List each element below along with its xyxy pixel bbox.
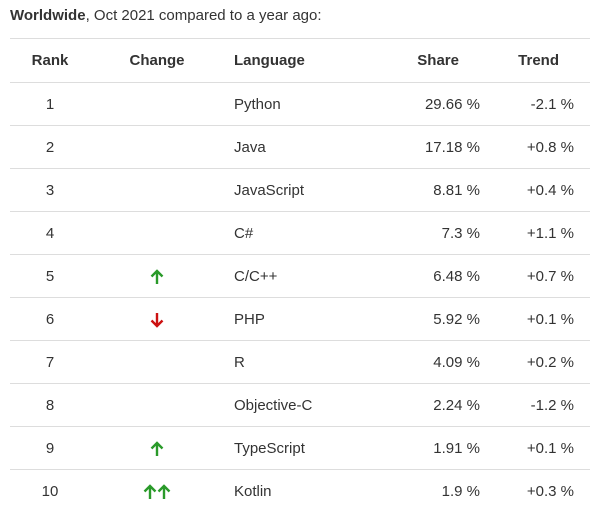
change-cell [90,168,224,212]
header-row: Rank Change Language Share Trend [10,38,590,83]
table-row: 9 TypeScript 1.91 % +0.1 % [10,426,590,470]
trend-cell: +1.1 % [490,211,590,255]
table-row: 2 Java 17.18 % +0.8 % [10,125,590,169]
rank-cell: 3 [10,168,90,212]
change-cell [90,340,224,384]
share-cell: 29.66 % [370,82,490,126]
language-cell: Python [224,82,370,126]
change-cell [90,383,224,427]
share-cell: 6.48 % [370,254,490,298]
language-cell: Kotlin [224,469,370,513]
arrow-down-icon [150,312,164,328]
column-header: Rank [10,38,90,83]
trend-cell: +0.1 % [490,426,590,470]
rank-cell: 4 [10,211,90,255]
language-cell: Java [224,125,370,169]
trend-cell: +0.1 % [490,297,590,341]
caption: Worldwide, Oct 2021 compared to a year a… [10,5,322,27]
table-row: 3 JavaScript 8.81 % +0.4 % [10,168,590,212]
share-cell: 8.81 % [370,168,490,212]
column-header: Trend [490,38,590,83]
language-cell: R [224,340,370,384]
column-header: Language [224,38,370,83]
arrow-up-icon [157,484,171,499]
table-row: 6 PHP 5.92 % +0.1 % [10,297,590,341]
table-body: 1 Python 29.66 % -2.1 % 2 Java 17.18 % +0.8 % 3 J… [10,82,590,513]
language-cell: Objective-C [224,383,370,427]
table-row: 1 Python 29.66 % -2.1 % [10,82,590,126]
trend-cell: -2.1 % [490,82,590,126]
rank-cell: 1 [10,82,90,126]
share-cell: 4.09 % [370,340,490,384]
arrow-up-icon [150,440,164,456]
trend-cell: +0.8 % [490,125,590,169]
rank-cell: 5 [10,254,90,298]
language-cell: C# [224,211,370,255]
ranking-table: Rank Change Language Share Trend 1 Python… [10,38,590,513]
table-row: 10 Kotlin 1.9 % +0.3 % [10,469,590,513]
change-cell [90,297,224,341]
column-header: Change [90,38,224,83]
column-header: Share [370,38,490,83]
caption-bold: Worldwide [10,7,86,24]
trend-cell: +0.2 % [490,340,590,384]
change-cell [90,82,224,126]
language-cell: PHP [224,297,370,341]
table-row: 7 R 4.09 % +0.2 % [10,340,590,384]
rank-cell: 7 [10,340,90,384]
rank-cell: 9 [10,426,90,470]
trend-cell: +0.3 % [490,469,590,513]
share-cell: 1.9 % [370,469,490,513]
rank-cell: 8 [10,383,90,427]
rank-cell: 6 [10,297,90,341]
table-row: 8 Objective-C 2.24 % -1.2 % [10,383,590,427]
share-cell: 7.3 % [370,211,490,255]
change-cell [90,254,224,298]
language-cell: TypeScript [224,426,370,470]
share-cell: 2.24 % [370,383,490,427]
share-cell: 5.92 % [370,297,490,341]
trend-cell: -1.2 % [490,383,590,427]
share-cell: 17.18 % [370,125,490,169]
share-cell: 1.91 % [370,426,490,470]
change-cell [90,469,224,513]
table-head: Rank Change Language Share Trend [10,38,590,83]
arrow-up-icon [143,484,157,499]
rank-cell: 10 [10,469,90,513]
trend-cell: +0.7 % [490,254,590,298]
table-row: 5 C/C++ 6.48 % +0.7 % [10,254,590,298]
trend-cell: +0.4 % [490,168,590,212]
rank-cell: 2 [10,125,90,169]
change-cell [90,211,224,255]
arrow-up-icon [150,268,164,284]
caption-rest: , Oct 2021 compared to a year ago: [85,7,322,24]
change-cell [90,426,224,470]
table-row: 4 C# 7.3 % +1.1 % [10,211,590,255]
language-cell: C/C++ [224,254,370,298]
language-cell: JavaScript [224,168,370,212]
change-cell [90,125,224,169]
